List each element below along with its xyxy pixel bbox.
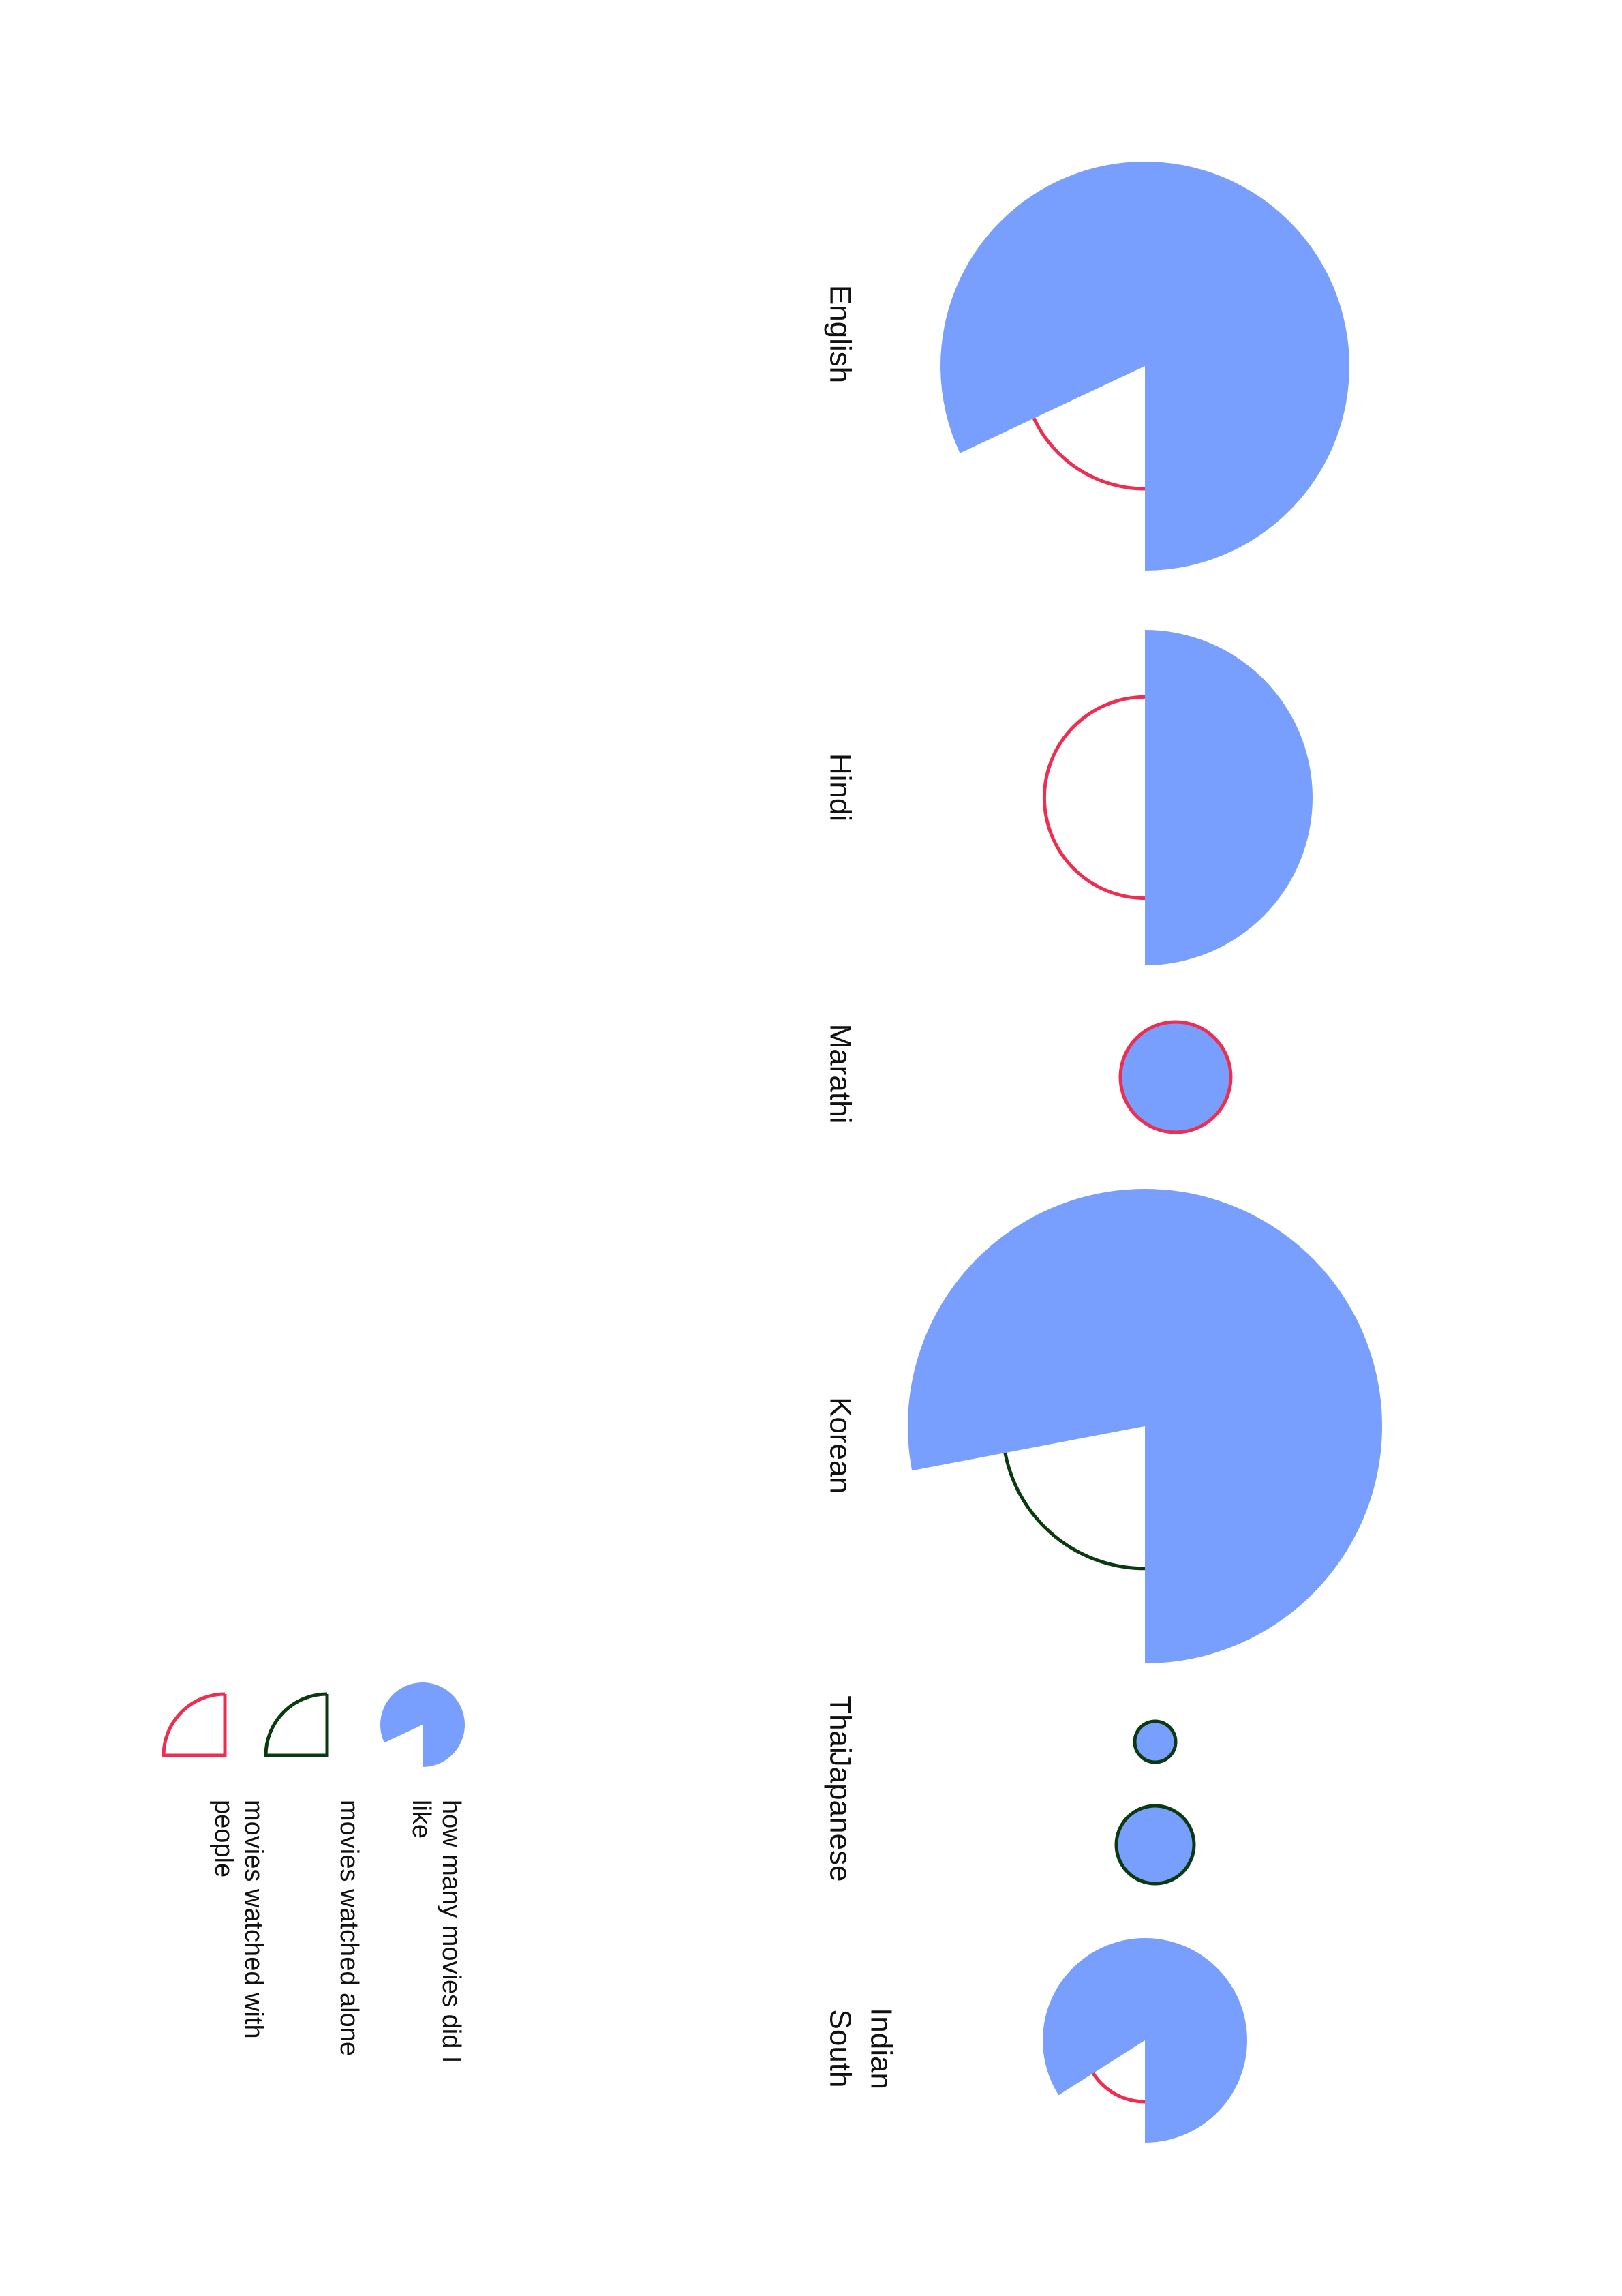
legend-liked-swatch [380, 1682, 465, 1767]
label-text: Thai [823, 1695, 857, 1754]
legend-alone-swatch [264, 1692, 329, 1757]
label-text: English [823, 285, 857, 383]
legend-label: how many movies did I [437, 1800, 465, 2064]
chart-marks [907, 161, 1383, 2143]
label-hindi: Hindi [823, 753, 857, 821]
liked-circle-thai [1133, 1719, 1178, 1764]
label-south-indian: South Indian [823, 2008, 898, 2089]
liked-wedge-south-indian [1043, 1938, 1247, 2143]
label-korean: Korean [823, 1397, 857, 1494]
label-thai: Thai [823, 1695, 857, 1754]
label-text: Korean [823, 1397, 857, 1494]
liked-circle-marathi [1118, 1020, 1233, 1134]
liked-wedge-hindi [1145, 630, 1313, 965]
label-text: Japanese [823, 1752, 857, 1882]
legend-label: like [407, 1800, 435, 1839]
label-marathi: Marathi [823, 1024, 857, 1124]
legend-label: movies watched with [239, 1800, 268, 2039]
liked-wedge-korean [907, 1189, 1383, 1663]
label-text: Marathi [823, 1024, 857, 1124]
legend-label: people [209, 1800, 238, 1877]
liked-circle-japanese [1114, 1804, 1196, 1886]
liked-wedge-english [940, 161, 1350, 571]
label-japanese: Japanese [823, 1752, 857, 1882]
label-english: English [823, 285, 857, 383]
legend-label: movies watched alone [335, 1800, 363, 2056]
legend-entry: movies watched alone [264, 1692, 363, 2056]
label-text: South [823, 2010, 857, 2088]
label-text: Indian [864, 2008, 898, 2089]
label-text: Hindi [823, 753, 857, 821]
legend-with_people-swatch [162, 1692, 227, 1757]
